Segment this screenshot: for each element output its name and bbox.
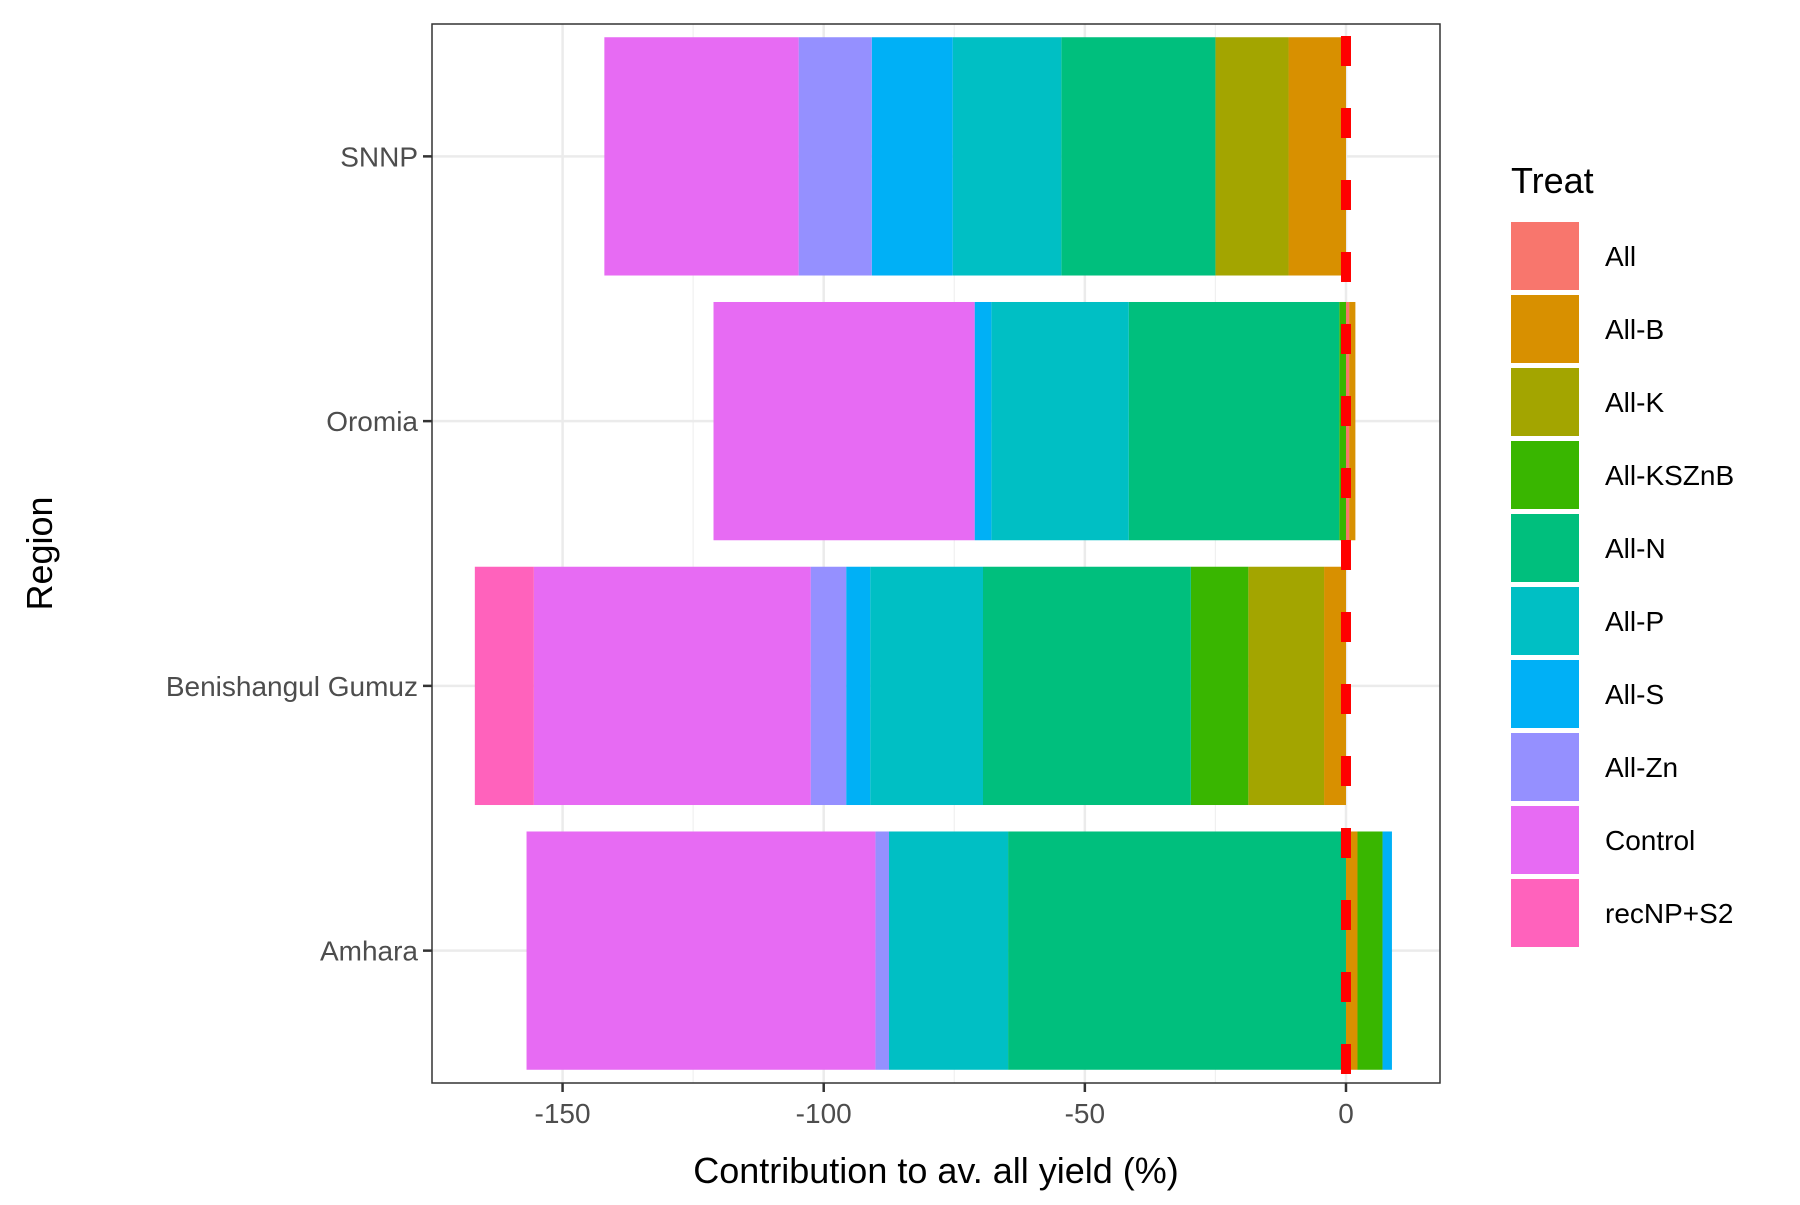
bar-all-k-snnp bbox=[1215, 37, 1289, 276]
x-tick-label: -100 bbox=[796, 1098, 852, 1129]
legend-label-control: Control bbox=[1605, 825, 1695, 856]
bar-all-s-benishangul-gumuz bbox=[846, 566, 871, 806]
bar-all-p-amhara bbox=[888, 831, 1009, 1070]
bar-all-ksznb-amhara bbox=[1357, 831, 1383, 1070]
bar-control-benishangul-gumuz bbox=[533, 566, 811, 806]
bar-layer bbox=[474, 37, 1392, 1070]
legend-label-all-zn: All-Zn bbox=[1605, 752, 1678, 783]
legend-key-all-ksznb bbox=[1511, 441, 1579, 509]
bar-recnp-s2-benishangul-gumuz bbox=[474, 566, 534, 806]
y-tick-label: Benishangul Gumuz bbox=[166, 671, 418, 702]
legend-key-recnp-s2 bbox=[1511, 879, 1579, 947]
legend-label-all-p: All-P bbox=[1605, 606, 1664, 637]
legend-label-all-s: All-S bbox=[1605, 679, 1664, 710]
bar-all-n-oromia bbox=[1128, 301, 1340, 541]
y-tick-label: Amhara bbox=[320, 936, 418, 967]
bar-all-s-amhara bbox=[1382, 831, 1392, 1070]
legend-label-all-k: All-K bbox=[1605, 387, 1664, 418]
legend-key-all-b bbox=[1511, 295, 1579, 363]
legend: Treat All All-B All-K All-KSZnB All-N All-P Al… bbox=[1511, 160, 1734, 947]
y-tick-label: SNNP bbox=[340, 141, 418, 172]
bar-all-n-benishangul-gumuz bbox=[983, 566, 1191, 806]
legend-label-recnp-s2: recNP+S2 bbox=[1605, 898, 1733, 929]
axis-layer: -150 -100 -50 0 SNNP Oromia Benishangul Gumuz A… bbox=[166, 141, 1354, 1129]
legend-key-all-n bbox=[1511, 514, 1579, 582]
bar-all-b-snnp bbox=[1288, 37, 1346, 276]
bar-all-b-amhara bbox=[1345, 831, 1358, 1070]
bar-all-n-amhara bbox=[1008, 831, 1346, 1070]
bar-all-zn-benishangul-gumuz bbox=[810, 566, 847, 806]
bar-all-n-snnp bbox=[1061, 37, 1216, 276]
bar-all-s-snnp bbox=[871, 37, 953, 276]
bar-all-p-snnp bbox=[952, 37, 1062, 276]
legend-key-all-s bbox=[1511, 660, 1579, 728]
legend-key-all-k bbox=[1511, 368, 1579, 436]
legend-key-control bbox=[1511, 806, 1579, 874]
x-tick-label: -150 bbox=[535, 1098, 591, 1129]
bar-control-snnp bbox=[604, 37, 799, 276]
legend-key-all bbox=[1511, 222, 1579, 290]
x-tick-label: 0 bbox=[1338, 1098, 1354, 1129]
x-tick-label: -50 bbox=[1065, 1098, 1105, 1129]
bar-all-b-oromia bbox=[1349, 301, 1356, 541]
bar-all-p-oromia bbox=[991, 301, 1129, 541]
legend-key-all-p bbox=[1511, 587, 1579, 655]
bar-all-zn-snnp bbox=[798, 37, 872, 276]
y-axis-title: Region bbox=[19, 496, 60, 610]
legend-label-all-ksznb: All-KSZnB bbox=[1605, 460, 1734, 491]
bar-all-zn-amhara bbox=[875, 831, 889, 1070]
bar-all-p-benishangul-gumuz bbox=[870, 566, 984, 806]
bar-all-k-benishangul-gumuz bbox=[1248, 566, 1325, 806]
y-tick-label: Oromia bbox=[326, 406, 418, 437]
bar-control-oromia bbox=[713, 301, 975, 541]
legend-key-all-zn bbox=[1511, 733, 1579, 801]
legend-label-all-n: All-N bbox=[1605, 533, 1666, 564]
x-axis-title: Contribution to av. all yield (%) bbox=[693, 1150, 1179, 1191]
legend-label-all-b: All-B bbox=[1605, 314, 1664, 345]
panel-border bbox=[431, 23, 1441, 1084]
bar-all-b-benishangul-gumuz bbox=[1324, 566, 1346, 806]
legend-label-all: All bbox=[1605, 241, 1636, 272]
legend-title: Treat bbox=[1511, 160, 1594, 201]
bar-all-ksznb-benishangul-gumuz bbox=[1190, 566, 1249, 806]
bar-control-amhara bbox=[526, 831, 876, 1070]
bar-all-s-oromia bbox=[974, 301, 992, 541]
